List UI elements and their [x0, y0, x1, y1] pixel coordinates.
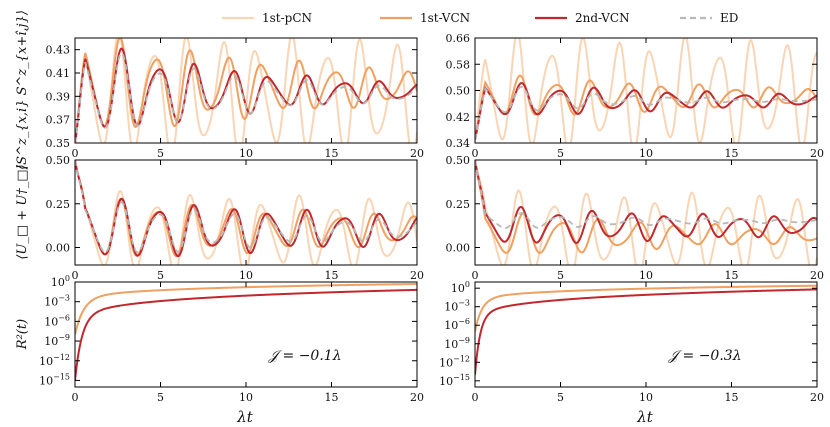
- y-tick-label: 0.00: [46, 242, 71, 255]
- y-tick-label: 10−6: [44, 313, 70, 328]
- x-tick-label: 15: [725, 391, 739, 404]
- y-tick-label: 10−12: [39, 353, 70, 368]
- y-tick-label: 0.66: [446, 32, 471, 45]
- series-line-1st-pcn: [475, 160, 817, 265]
- y-tick-label: 10−12: [439, 354, 470, 369]
- x-tick-label: 0: [472, 269, 479, 282]
- x-tick-label: 10: [639, 269, 653, 282]
- series-line-1st-vcn: [75, 282, 417, 335]
- legend-label-ed: ED: [720, 11, 738, 25]
- x-tick-label: 20: [410, 391, 424, 404]
- y-tick-label: 0.35: [46, 137, 71, 150]
- x-tick-label: 20: [810, 269, 824, 282]
- x-tick-label: 5: [157, 147, 164, 160]
- y-tick-label: 0.43: [46, 44, 71, 57]
- y-tick-label: 10−9: [444, 336, 470, 351]
- x-tick-label: 20: [810, 147, 824, 160]
- legend-label-2nd-vcn: 2nd-VCN: [575, 11, 630, 25]
- y-tick-label: 100: [451, 280, 470, 295]
- panel-bottom-right: 0 5 10 15 20 100 10−3 10−6 10−9 10−12 10−15 𝒥 = −0.…: [439, 280, 824, 404]
- series-line-1st-vcn: [475, 74, 817, 140]
- y-tick-label: 0.25: [446, 198, 471, 211]
- y-tick-label: 10−3: [444, 299, 470, 314]
- panel-top-right: 0 5 10 15 20 0.34 0.42 0.50 0.58 0.66: [446, 32, 825, 160]
- x-tick-label: 20: [810, 391, 824, 404]
- y-tick-label: 0.50: [446, 85, 471, 98]
- y-tick-label: 0.34: [446, 137, 471, 150]
- x-tick-label: 0: [72, 269, 79, 282]
- y-axis-label: ⟨S^z_{x,i} S^z_{x+î,j}⟩: [15, 10, 30, 170]
- y-tick-label: 0.42: [446, 111, 471, 124]
- y-axis-label: R²(t): [15, 319, 30, 350]
- x-tick-label: 0: [72, 391, 79, 404]
- x-tick-label: 10: [239, 269, 253, 282]
- x-tick-label: 5: [557, 391, 564, 404]
- y-tick-label: 0.50: [46, 154, 71, 167]
- series-group: [475, 38, 817, 143]
- series-line-1st-vcn: [475, 284, 817, 332]
- x-tick-label: 0: [472, 391, 479, 404]
- coupling-annotation: 𝒥 = −0.3λ: [667, 348, 741, 364]
- panel-bottom-left: 0 5 10 15 20 100 10−3 10−6 10−9 10−12 10−15 R²(t) 𝒥 …: [15, 274, 424, 404]
- series-group: [475, 160, 817, 265]
- y-tick-label: 10−3: [44, 294, 70, 309]
- y-tick-label: 10−6: [444, 317, 470, 332]
- y-tick-label: 10−15: [439, 373, 470, 388]
- panels: 0 5 10 15 20 0.35 0.37 0.39 0.41 0.43 ⟨S^z_{x,i} S…: [15, 10, 824, 404]
- y-tick-label: 0.39: [46, 90, 71, 103]
- y-tick-label: 0.00: [446, 242, 471, 255]
- panel-top-left: 0 5 10 15 20 0.35 0.37 0.39 0.41 0.43 ⟨S^z_{x,i} S…: [15, 10, 424, 170]
- x-tick-label: 10: [639, 147, 653, 160]
- axes-frame: [74, 281, 418, 388]
- series-line-2nd-vcn: [475, 160, 817, 244]
- y-tick-label: 10−9: [44, 333, 70, 348]
- legend-label-1st-vcn: 1st-VCN: [420, 11, 470, 25]
- series-group: [75, 38, 417, 143]
- legend-label-1st-pcn: 1st-pCN: [262, 11, 312, 25]
- series-line-ed: [75, 160, 417, 254]
- x-tick-label: 10: [639, 391, 653, 404]
- x-tick-label: 20: [410, 269, 424, 282]
- x-tick-label: 5: [557, 269, 564, 282]
- x-tick-label: 5: [557, 147, 564, 160]
- series-line-2nd-vcn: [75, 288, 417, 381]
- series-line-ed: [75, 52, 417, 143]
- y-tick-label: 0.41: [46, 67, 71, 80]
- series-group: [475, 284, 817, 375]
- panel-middle-left: 0 5 10 15 20 0.00 0.25 0.50 ⟨U_□ + U†_□⟩: [15, 154, 424, 282]
- coupling-annotation: 𝒥 = −0.1λ: [267, 348, 341, 364]
- x-axis-label-right: λt: [636, 408, 654, 426]
- x-tick-label: 10: [239, 147, 253, 160]
- x-tick-label: 10: [239, 391, 253, 404]
- x-axis-label-left: λt: [236, 408, 254, 426]
- series-group: [75, 160, 417, 265]
- x-tick-label: 15: [725, 147, 739, 160]
- y-tick-label: 0.50: [446, 154, 471, 167]
- panel-middle-right: 0 5 10 15 20 0.00 0.25 0.50: [446, 154, 825, 282]
- x-tick-label: 0: [72, 147, 79, 160]
- x-tick-label: 15: [325, 269, 339, 282]
- y-tick-label: 0.37: [46, 114, 71, 127]
- x-tick-label: 5: [157, 391, 164, 404]
- series-group: [75, 282, 417, 381]
- legend: 1st-pCN 1st-VCN 2nd-VCN ED: [222, 11, 738, 25]
- series-line-1st-vcn: [75, 38, 417, 143]
- y-tick-label: 100: [51, 274, 70, 289]
- y-tick-label: 0.58: [446, 58, 471, 71]
- x-tick-label: 15: [325, 391, 339, 404]
- x-tick-label: 15: [725, 269, 739, 282]
- x-tick-label: 5: [157, 269, 164, 282]
- y-tick-label: 10−15: [39, 372, 70, 387]
- y-axis-label: ⟨U_□ + U†_□⟩: [15, 164, 30, 259]
- x-tick-label: 20: [410, 147, 424, 160]
- axes-frame: [474, 281, 818, 388]
- x-tick-label: 15: [325, 147, 339, 160]
- series-line-2nd-vcn: [475, 288, 817, 375]
- series-line-2nd-vcn: [475, 82, 817, 140]
- y-tick-label: 0.25: [46, 198, 71, 211]
- x-tick-label: 0: [472, 147, 479, 160]
